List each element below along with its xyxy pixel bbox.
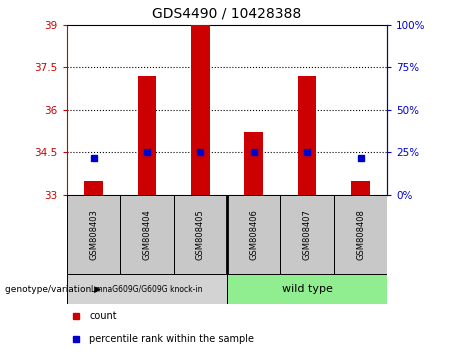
- Text: wild type: wild type: [282, 284, 332, 295]
- Title: GDS4490 / 10428388: GDS4490 / 10428388: [153, 7, 301, 21]
- Bar: [174, 195, 227, 274]
- Text: GSM808408: GSM808408: [356, 209, 365, 260]
- Bar: [191, 25, 210, 195]
- Text: GSM808407: GSM808407: [302, 209, 312, 260]
- Bar: [298, 76, 317, 195]
- Text: GSM808403: GSM808403: [89, 209, 98, 260]
- Bar: [280, 195, 334, 274]
- Text: LmnaG609G/G609G knock-in: LmnaG609G/G609G knock-in: [91, 285, 203, 294]
- Bar: [351, 181, 370, 195]
- Bar: [227, 195, 280, 274]
- Bar: [244, 132, 263, 195]
- Bar: [120, 195, 174, 274]
- Bar: [67, 274, 227, 304]
- Text: genotype/variation ▶: genotype/variation ▶: [5, 285, 100, 294]
- Bar: [334, 195, 387, 274]
- Text: count: count: [89, 311, 117, 321]
- Text: GSM808405: GSM808405: [196, 209, 205, 260]
- Bar: [84, 181, 103, 195]
- Text: GSM808404: GSM808404: [142, 209, 152, 260]
- Bar: [227, 274, 387, 304]
- Bar: [137, 76, 156, 195]
- Bar: [67, 195, 120, 274]
- Text: percentile rank within the sample: percentile rank within the sample: [89, 334, 254, 344]
- Text: GSM808406: GSM808406: [249, 209, 258, 260]
